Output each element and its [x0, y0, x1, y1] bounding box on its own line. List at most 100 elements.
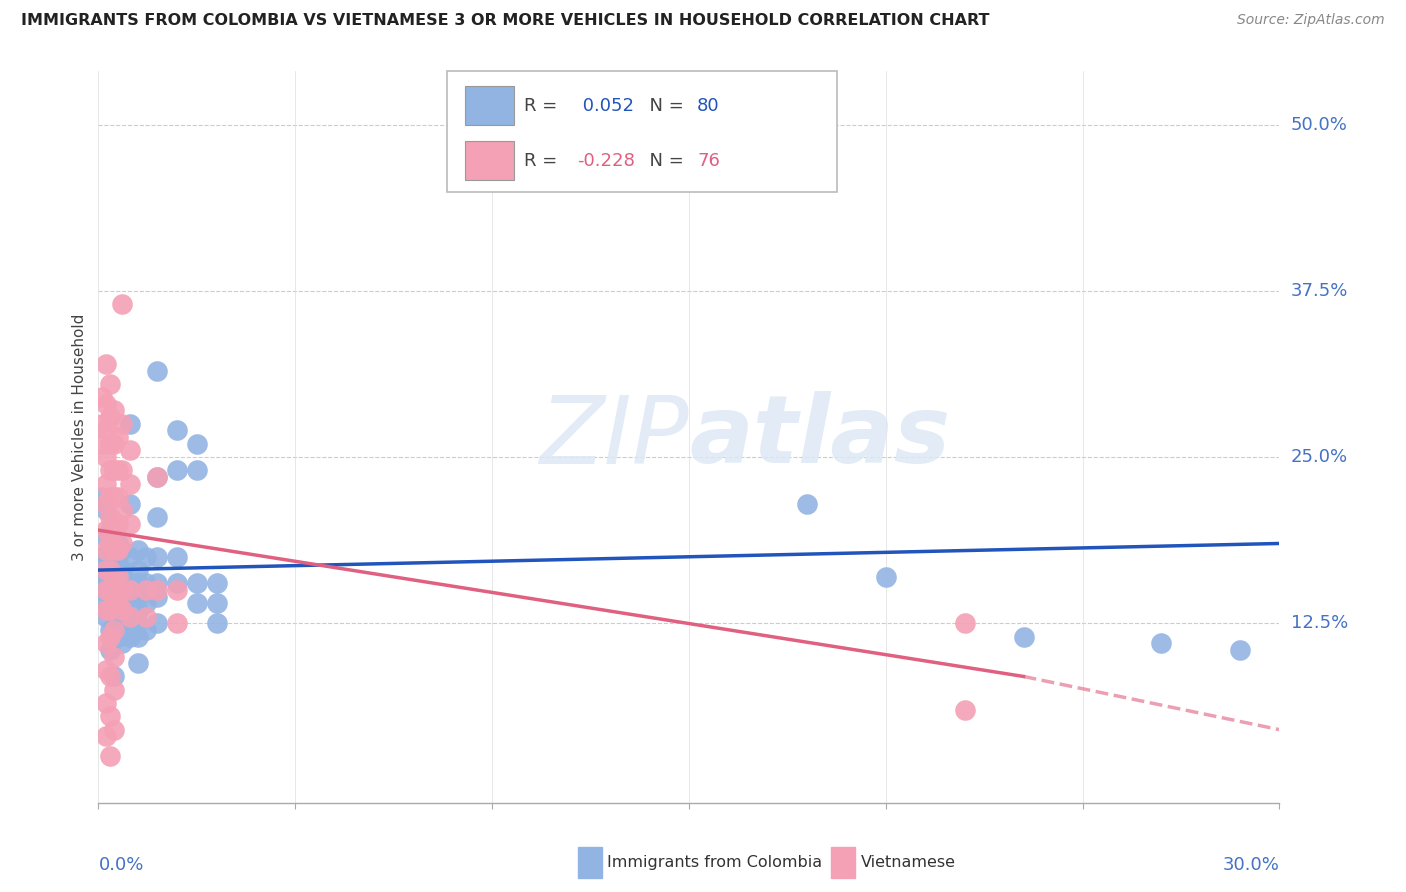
- Point: [103, 530, 125, 544]
- Point: [186, 596, 208, 610]
- Point: [98, 582, 121, 597]
- Point: [103, 570, 125, 584]
- Point: [146, 509, 169, 524]
- Point: [107, 582, 129, 597]
- Point: [103, 563, 125, 577]
- Text: 0.052: 0.052: [576, 96, 634, 115]
- Point: [96, 609, 118, 624]
- Point: [98, 630, 121, 644]
- Point: [98, 509, 121, 524]
- Point: [98, 563, 121, 577]
- Text: 0.0%: 0.0%: [98, 856, 143, 874]
- Point: [96, 357, 118, 371]
- Point: [91, 436, 114, 450]
- Point: [103, 436, 125, 450]
- Point: [135, 582, 157, 597]
- Point: [103, 576, 125, 591]
- Point: [96, 570, 118, 584]
- Point: [107, 463, 129, 477]
- Point: [127, 603, 149, 617]
- Point: [146, 470, 169, 484]
- Point: [96, 424, 118, 438]
- Text: -0.228: -0.228: [576, 152, 634, 169]
- Point: [118, 497, 141, 511]
- Point: [103, 590, 125, 604]
- Point: [118, 590, 141, 604]
- Text: Immigrants from Colombia: Immigrants from Colombia: [607, 855, 823, 870]
- Point: [111, 603, 134, 617]
- Point: [98, 436, 121, 450]
- Point: [111, 609, 134, 624]
- Point: [118, 417, 141, 431]
- Point: [103, 669, 125, 683]
- Text: ZIP: ZIP: [540, 392, 689, 483]
- Point: [186, 463, 208, 477]
- Point: [127, 563, 149, 577]
- Point: [98, 603, 121, 617]
- Point: [98, 709, 121, 723]
- Point: [875, 570, 897, 584]
- Point: [103, 490, 125, 504]
- Text: R =: R =: [523, 152, 562, 169]
- Point: [91, 490, 114, 504]
- Point: [91, 570, 114, 584]
- Point: [96, 543, 118, 558]
- Point: [98, 410, 121, 425]
- Point: [205, 596, 228, 610]
- Point: [96, 549, 118, 564]
- Point: [107, 596, 129, 610]
- FancyBboxPatch shape: [447, 71, 837, 192]
- Text: 80: 80: [697, 96, 720, 115]
- Point: [91, 390, 114, 404]
- Point: [96, 636, 118, 650]
- Point: [135, 623, 157, 637]
- Point: [103, 596, 125, 610]
- Point: [111, 503, 134, 517]
- Point: [118, 476, 141, 491]
- Point: [166, 424, 188, 438]
- Point: [135, 596, 157, 610]
- Point: [96, 503, 118, 517]
- Point: [98, 490, 121, 504]
- Point: [103, 463, 125, 477]
- Point: [111, 576, 134, 591]
- Point: [127, 656, 149, 670]
- Point: [118, 616, 141, 631]
- Point: [103, 543, 125, 558]
- Point: [111, 623, 134, 637]
- Point: [98, 576, 121, 591]
- Point: [91, 582, 114, 597]
- Point: [118, 582, 141, 597]
- Point: [135, 609, 157, 624]
- Point: [98, 463, 121, 477]
- Point: [96, 663, 118, 677]
- Point: [103, 549, 125, 564]
- Point: [1150, 636, 1173, 650]
- Point: [796, 497, 818, 511]
- Point: [98, 643, 121, 657]
- Point: [1229, 643, 1251, 657]
- Point: [96, 696, 118, 710]
- Text: 76: 76: [697, 152, 720, 169]
- Point: [166, 582, 188, 597]
- Text: 12.5%: 12.5%: [1291, 615, 1348, 632]
- Point: [98, 669, 121, 683]
- Point: [96, 497, 118, 511]
- Point: [98, 603, 121, 617]
- Point: [98, 590, 121, 604]
- Text: Source: ZipAtlas.com: Source: ZipAtlas.com: [1237, 13, 1385, 28]
- Point: [127, 576, 149, 591]
- FancyBboxPatch shape: [464, 86, 515, 126]
- Point: [1012, 630, 1035, 644]
- Point: [111, 417, 134, 431]
- Point: [146, 590, 169, 604]
- Point: [166, 616, 188, 631]
- Point: [166, 463, 188, 477]
- Point: [103, 623, 125, 637]
- Point: [111, 463, 134, 477]
- Point: [127, 590, 149, 604]
- Point: [107, 543, 129, 558]
- Point: [107, 430, 129, 444]
- Point: [146, 549, 169, 564]
- Point: [107, 516, 129, 531]
